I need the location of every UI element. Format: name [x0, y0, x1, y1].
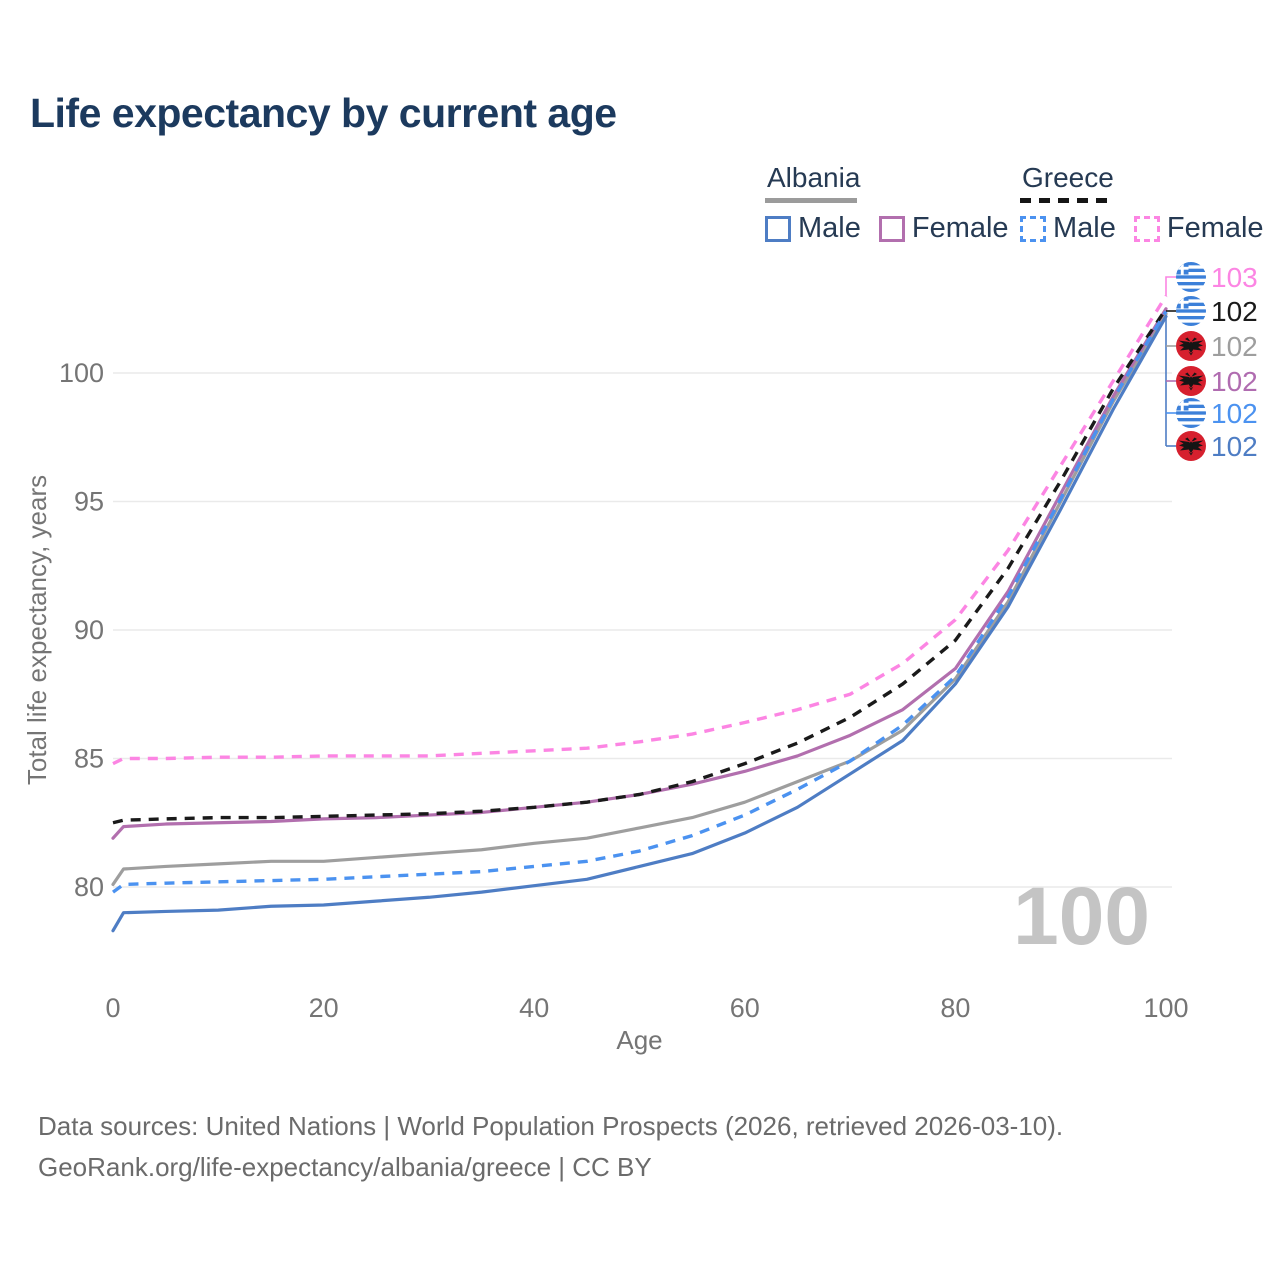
- end-value-label-albania-all: 102: [1211, 331, 1258, 362]
- legend-item-label: Male: [798, 212, 861, 244]
- legend-item-albania-male[interactable]: Male: [765, 212, 861, 245]
- greece-line-style-sample: [1020, 198, 1108, 203]
- legend-country-greece[interactable]: Greece: [1020, 162, 1264, 203]
- legend-item-label: Male: [1053, 212, 1116, 244]
- series-line-greece-female: [112, 295, 1168, 766]
- series-line-greece-all: [112, 307, 1168, 825]
- legend-item-label: Female: [911, 212, 1009, 244]
- legend-country-albania-label: Albania: [767, 162, 861, 193]
- age-counter-watermark: 100: [1013, 871, 1150, 962]
- y-tick-label: 90: [74, 615, 104, 645]
- series-line-albania-all: [111, 312, 1168, 887]
- x-tick-label: 60: [730, 993, 760, 1023]
- x-tick-label: 40: [519, 993, 549, 1023]
- leader-line: [1165, 276, 1176, 296]
- series-line-greece-male: [111, 310, 1168, 894]
- x-tick-label: 100: [1143, 993, 1188, 1023]
- end-value-label-greece-all: 102: [1211, 296, 1258, 327]
- albania-line-style-sample: [765, 198, 857, 203]
- data-source-attribution: Data sources: United Nations | World Pop…: [38, 1106, 1063, 1188]
- legend-row-greece: Male Female: [1020, 212, 1264, 245]
- greece-male-swatch-icon: [1020, 215, 1046, 242]
- y-tick-label: 100: [59, 358, 104, 388]
- end-value-label-greece-female: 103: [1211, 262, 1258, 293]
- legend-item-albania-female[interactable]: Female: [878, 212, 1009, 245]
- albania-female-swatch-icon: [878, 215, 905, 242]
- source-url-line: GeoRank.org/life-expectancy/albania/gree…: [38, 1152, 652, 1182]
- end-value-label-albania-male: 102: [1211, 431, 1258, 462]
- flag-icon-albania: [1176, 431, 1206, 461]
- end-value-label-greece-male: 102: [1211, 398, 1258, 429]
- flag-icon-greece: [1176, 296, 1206, 326]
- legend-row-albania: Male Female: [765, 212, 1009, 245]
- legend-group-albania: Albania Male Female: [765, 162, 1009, 245]
- data-source-line: Data sources: United Nations | World Pop…: [38, 1111, 1064, 1141]
- legend-item-greece-female[interactable]: Female: [1133, 212, 1264, 245]
- end-value-label-albania-female: 102: [1211, 366, 1258, 397]
- legend-country-greece-label: Greece: [1022, 162, 1114, 193]
- legend-item-label: Female: [1166, 212, 1264, 244]
- x-tick-label: 20: [309, 993, 339, 1023]
- legend-country-albania[interactable]: Albania: [765, 162, 1009, 203]
- x-tick-label: 0: [105, 993, 120, 1023]
- y-axis-title: Total life expectancy, years: [22, 475, 52, 785]
- y-tick-label: 95: [74, 487, 104, 517]
- legend-item-greece-male[interactable]: Male: [1020, 212, 1116, 245]
- y-tick-label: 85: [74, 744, 104, 774]
- y-tick-label: 80: [74, 872, 104, 902]
- page-title: Life expectancy by current age: [30, 90, 617, 136]
- x-tick-label: 80: [940, 993, 970, 1023]
- flag-icon-albania: [1176, 331, 1206, 361]
- flag-icon-albania: [1176, 366, 1206, 396]
- greece-female-swatch-icon: [1133, 215, 1160, 242]
- series-line-albania-female: [111, 307, 1168, 840]
- flag-icon-greece: [1176, 262, 1206, 292]
- x-axis-title: Age: [616, 1025, 662, 1055]
- legend-group-greece: Greece Male Female: [1020, 162, 1264, 245]
- series-line-albania-male: [111, 314, 1168, 933]
- albania-male-swatch-icon: [765, 215, 791, 242]
- flag-icon-greece: [1176, 398, 1206, 428]
